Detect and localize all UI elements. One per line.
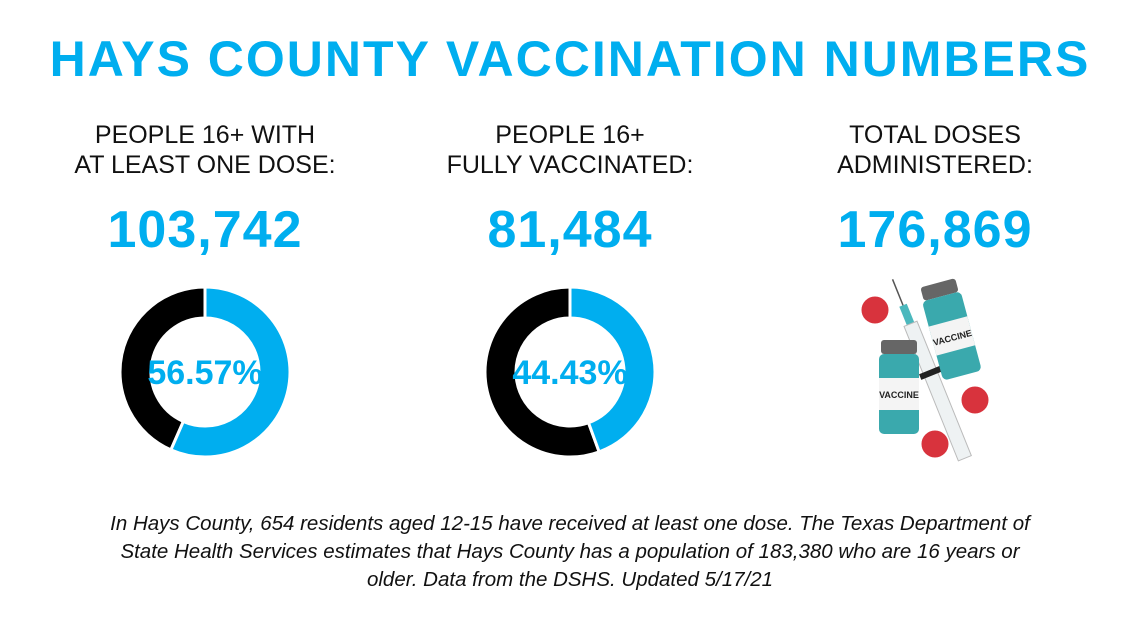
donut-slice xyxy=(118,285,207,452)
footer-line: In Hays County, 654 residents aged 12-15… xyxy=(110,512,1030,535)
heading-line: ADMINISTERED: xyxy=(837,151,1033,179)
syringe-icon xyxy=(891,279,972,462)
stat-value: 81,484 xyxy=(487,201,653,259)
heading-line: PEOPLE 16+ xyxy=(495,121,645,149)
heading-line: FULLY VACCINATED: xyxy=(446,151,694,179)
stat-value: 176,869 xyxy=(837,201,1033,259)
stat-heading: TOTAL DOSES ADMINISTERED: xyxy=(765,120,1105,180)
vaccine-illustration: VACCINE VACCINE xyxy=(861,278,989,462)
donut-label: 56.57% xyxy=(147,354,262,392)
vaccine-vial-icon: VACCINE xyxy=(879,340,919,434)
vial-label: VACCINE xyxy=(879,390,919,400)
stat-fully-vaccinated: PEOPLE 16+ FULLY VACCINATED: 81,484 xyxy=(400,120,740,260)
stat-value: 103,742 xyxy=(107,201,303,259)
stat-total-doses: TOTAL DOSES ADMINISTERED: 176,869 xyxy=(765,120,1105,260)
stat-heading: PEOPLE 16+ FULLY VACCINATED: xyxy=(400,120,740,180)
heading-line: PEOPLE 16+ WITH xyxy=(94,121,316,149)
page-title: HAYS COUNTY VACCINATION NUMBERS xyxy=(49,31,1091,87)
stat-first-dose: PEOPLE 16+ WITH AT LEAST ONE DOSE: 103,74… xyxy=(35,120,375,260)
vaccine-vial-icon: VACCINE xyxy=(920,278,981,380)
donut-chart-fully-vaccinated: 44.43% xyxy=(483,285,657,459)
heading-line: AT LEAST ONE DOSE: xyxy=(74,151,336,179)
donut-slice xyxy=(168,285,292,459)
footer-note: In Hays County, 654 residents aged 12-15… xyxy=(40,510,1100,594)
donut-slice xyxy=(568,285,657,454)
donut-slice xyxy=(483,285,602,459)
virus-icon xyxy=(861,296,989,458)
heading-line: TOTAL DOSES xyxy=(849,121,1021,149)
stat-heading: PEOPLE 16+ WITH AT LEAST ONE DOSE: xyxy=(35,120,375,180)
footer-line: State Health Services estimates that Hay… xyxy=(120,540,1020,563)
donut-chart-first-dose: 56.57% xyxy=(118,285,292,459)
donut-label: 44.43% xyxy=(512,354,627,392)
footer-line: older. Data from the DSHS. Updated 5/17/… xyxy=(366,568,774,591)
